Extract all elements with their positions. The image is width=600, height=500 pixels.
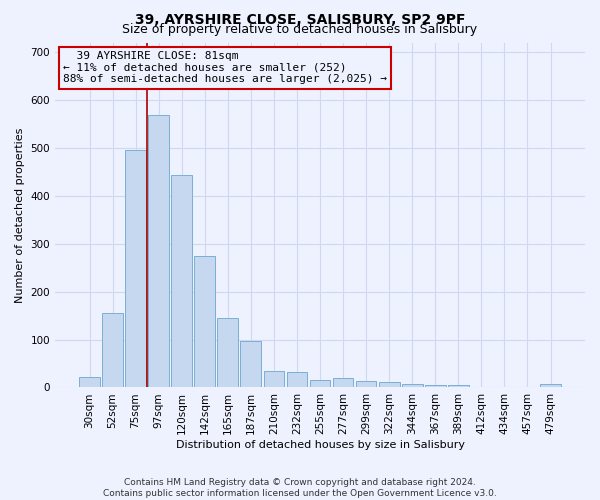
Bar [402,384,422,388]
Y-axis label: Number of detached properties: Number of detached properties [15,128,25,302]
Bar [217,318,238,388]
Bar [102,313,123,388]
Text: Contains HM Land Registry data © Crown copyright and database right 2024.
Contai: Contains HM Land Registry data © Crown c… [103,478,497,498]
Bar [379,382,400,388]
Text: 39 AYRSHIRE CLOSE: 81sqm
← 11% of detached houses are smaller (252)
88% of semi-: 39 AYRSHIRE CLOSE: 81sqm ← 11% of detach… [63,51,387,84]
Bar [332,378,353,388]
Bar [448,384,469,388]
Bar [125,150,146,388]
Bar [356,381,376,388]
Bar [540,384,561,388]
Bar [79,377,100,388]
Bar [310,380,331,388]
Bar [425,384,446,388]
Bar [194,256,215,388]
X-axis label: Distribution of detached houses by size in Salisbury: Distribution of detached houses by size … [176,440,464,450]
Bar [287,372,307,388]
Text: 39, AYRSHIRE CLOSE, SALISBURY, SP2 9PF: 39, AYRSHIRE CLOSE, SALISBURY, SP2 9PF [135,12,465,26]
Text: Size of property relative to detached houses in Salisbury: Size of property relative to detached ho… [122,22,478,36]
Bar [241,341,261,388]
Bar [263,370,284,388]
Bar [172,175,192,388]
Bar [148,116,169,388]
